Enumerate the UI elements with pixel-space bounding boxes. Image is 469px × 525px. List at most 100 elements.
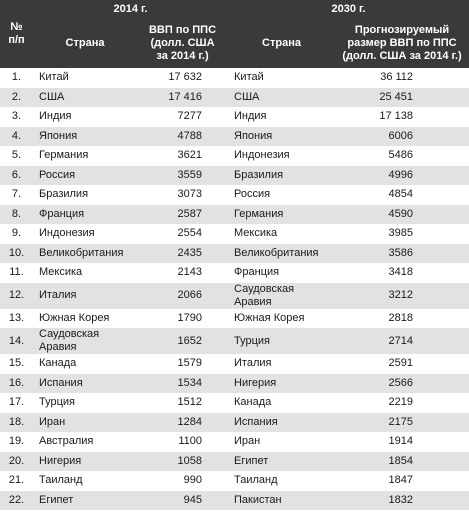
table-row: 3. Индия 7277 Индия 17 138 [0,107,469,127]
country: Иран [33,412,137,432]
country: Саудовская Аравия [228,282,336,309]
gdp-value: 2175 [335,412,469,432]
gdp-value: 945 [137,490,229,510]
gdp-value: 2587 [137,204,229,224]
country: Южная Корея [234,311,305,324]
gdp-value: 2818 [388,311,414,324]
table-row: 2. США 17 416 США 25 451 [0,87,469,107]
country: Южная Корея [39,311,110,324]
country: Испания [228,412,336,432]
gdp-value: 3559 [137,165,229,185]
table-row: 1. Китай 17 632 Китай 36 112 [0,68,469,88]
row-number: 2. [0,87,33,107]
table-row: 22. Египет 945 Пакистан 1832 [0,490,469,510]
row-number: 18. [0,412,33,432]
country: Франция [234,266,280,279]
gdp-value: 2566 [335,373,469,393]
table-body: 1. Китай 17 632 Китай 36 112 2. США 17 416 США 25… [0,68,469,510]
gdp-value: 1652 [137,328,229,354]
country: Мексика [234,227,278,240]
gdp-value: 3985 [388,227,414,240]
gdp-value: 1832 [335,490,469,510]
table-row: 10. Великобритания 2435 Великобритания 3586 [0,243,469,263]
table-row: 19. Австралия 1100 Иран 1914 [0,432,469,452]
column-header: Страна [33,18,137,68]
table-row: 7. Бразилия 3073 Россия 4854 [0,185,469,205]
row-number: 16. [0,373,33,393]
country: Великобритания [33,243,137,263]
gdp-value: 6006 [335,126,469,146]
country: Канада [39,357,77,370]
row-number: 3. [11,110,22,123]
row-number: 8. [0,204,33,224]
country: Россия [33,165,137,185]
table-row: 8. Франция 2587 Германия 4590 [0,204,469,224]
country: Таиланд [39,474,83,487]
row-number: 20. [0,451,33,471]
country: Таиланд [234,474,278,487]
row-number: 22. [0,490,33,510]
country: Турция [228,328,336,354]
gdp-value: 2591 [388,357,414,370]
country: Мексика [39,266,83,279]
gdp-value: 17 416 [137,87,229,107]
table-row: 21. Таиланд 990 Таиланд 1847 [0,471,469,491]
gdp-value: 5486 [388,149,414,162]
country: Канада [234,396,272,409]
gdp-value: 1534 [137,373,229,393]
country: Италия [234,357,272,370]
gdp-value: 4854 [388,188,414,201]
column-header: ВВП по ППС (долл. США за 2014 г.) [137,18,229,68]
country: Египет [33,490,137,510]
gdp-value: 3621 [177,149,203,162]
row-number: 17. [8,396,25,409]
gdp-value: 2554 [177,227,203,240]
gdp-value: 17 632 [168,71,203,84]
gdp-value: 4590 [335,204,469,224]
country: Египет [228,451,336,471]
country: Япония [228,126,336,146]
row-number: 5. [11,149,22,162]
gdp-value: 990 [183,474,203,487]
gdp-value: 36 112 [380,71,414,84]
country: США [33,87,137,107]
row-number: 1. [11,71,22,84]
country: Турция [39,396,75,409]
table-row: 20. Нигерия 1058 Египет 1854 [0,451,469,471]
country: Индия [234,110,267,123]
gdp-value: 3586 [335,243,469,263]
gdp-value: 2219 [388,396,414,409]
gdp-value: 1854 [335,451,469,471]
gdp-value: 1100 [178,435,203,448]
gdp-value: 1512 [177,396,203,409]
gdp-value: 1914 [388,435,414,448]
gdp-value: 3212 [335,282,469,309]
row-number: 13. [8,311,25,324]
gdp-value: 3073 [177,188,203,201]
num-header: № п/п [0,0,33,68]
table-row: 5. Германия 3621 Индонезия 5486 [0,146,469,166]
country: Франция [33,204,137,224]
country: Германия [39,149,89,162]
gdp-value: 2066 [137,282,229,309]
year-header: 2030 г. [228,0,469,18]
country: Индонезия [234,149,290,162]
table-row: 13. Южная Корея 1790 Южная Корея 2818 [0,309,469,329]
gdp-value: 1579 [177,357,203,370]
gdp-value: 2714 [335,328,469,354]
table-row: 15. Канада 1579 Италия 2591 [0,354,469,374]
country: Китай [234,71,264,84]
country: Саудовская Аравия [33,328,137,354]
country: Италия [33,282,137,309]
country: Япония [33,126,137,146]
country: Испания [33,373,137,393]
table-row: 18. Иран 1284 Испания 2175 [0,412,469,432]
gdp-value: 4996 [335,165,469,185]
gdp-value: 2143 [177,266,203,279]
country: Индонезия [39,227,95,240]
row-number: 12. [0,282,33,309]
gdp-value: 7277 [177,110,203,123]
gdp-value: 3418 [388,266,414,279]
country: Россия [234,188,271,201]
row-number: 7. [11,188,22,201]
